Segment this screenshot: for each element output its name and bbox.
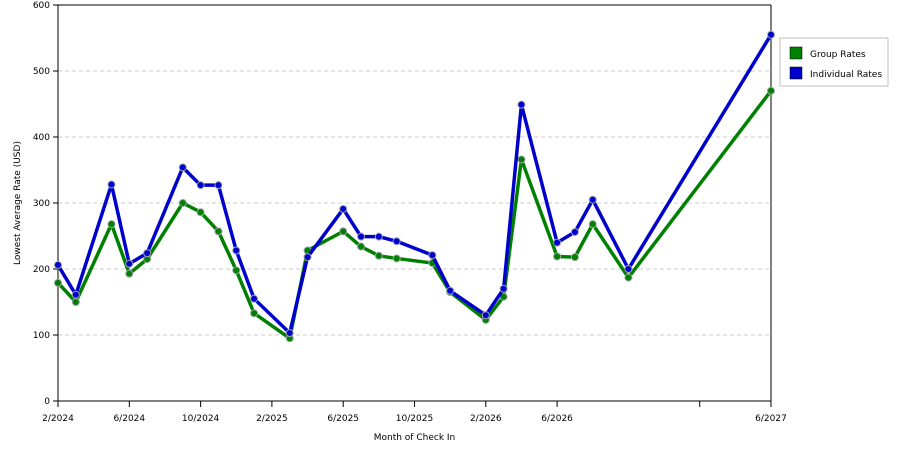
data-point xyxy=(107,180,116,189)
data-point xyxy=(499,284,508,293)
data-point xyxy=(125,259,134,268)
legend-label-individual-rates: Individual Rates xyxy=(810,70,882,80)
x-axis: 2/2024 6/2024 10/2024 2/2025 6/2025 10/2025 2/… xyxy=(42,401,787,424)
data-point xyxy=(196,208,205,217)
data-point xyxy=(588,220,597,229)
data-point xyxy=(392,254,401,263)
y-tick-label: 500 xyxy=(33,67,50,77)
series-line xyxy=(56,33,773,335)
y-tick-label: 0 xyxy=(44,397,50,407)
x-axis-title: Month of Check In xyxy=(374,433,456,443)
data-point xyxy=(481,311,490,320)
grid-lines xyxy=(58,70,771,336)
data-point xyxy=(767,30,775,39)
data-point xyxy=(392,237,401,246)
x-tick-label: 6/2027 xyxy=(755,414,787,424)
data-point xyxy=(125,269,134,278)
y-tick-label: 600 xyxy=(33,1,50,11)
data-point xyxy=(767,86,775,95)
data-point xyxy=(588,195,597,204)
data-point xyxy=(107,220,116,229)
legend-label-group-rates: Group Rates xyxy=(810,50,866,60)
data-point xyxy=(250,294,259,303)
y-tick-label: 400 xyxy=(33,133,50,143)
data-point xyxy=(374,232,383,241)
data-point xyxy=(553,252,562,261)
x-tick-label: 10/2024 xyxy=(182,414,220,424)
x-tick-label: 2/2026 xyxy=(470,414,502,424)
data-point xyxy=(517,155,526,164)
data-point xyxy=(214,181,223,190)
y-tick-label: 100 xyxy=(33,331,50,341)
data-point xyxy=(357,232,366,241)
data-point xyxy=(357,242,366,251)
data-point xyxy=(250,309,259,318)
data-point xyxy=(178,163,187,172)
series-layer xyxy=(54,30,775,343)
data-point xyxy=(285,329,294,338)
y-tick-label: 200 xyxy=(33,265,50,275)
series-individual-rates xyxy=(54,30,775,338)
x-tick-label: 2/2024 xyxy=(42,414,74,424)
x-tick-label: 6/2026 xyxy=(541,414,573,424)
data-point xyxy=(570,253,579,262)
data-point xyxy=(624,273,633,282)
x-tick-label: 6/2025 xyxy=(327,414,359,424)
x-tick-label: 10/2025 xyxy=(396,414,433,424)
data-point xyxy=(54,261,62,270)
data-point xyxy=(374,251,383,260)
legend-swatch-individual-rates xyxy=(789,66,803,80)
data-point xyxy=(71,290,80,299)
data-point xyxy=(54,278,62,287)
legend: Group Rates Individual Rates xyxy=(779,37,889,87)
data-point xyxy=(303,253,312,262)
data-point xyxy=(196,181,205,190)
y-axis: 0 100 200 300 400 500 600 xyxy=(33,1,58,407)
data-point xyxy=(232,246,241,255)
y-tick-label: 300 xyxy=(33,199,50,209)
data-point xyxy=(624,265,633,273)
data-point xyxy=(553,238,562,247)
data-point xyxy=(570,228,579,237)
data-point xyxy=(178,199,187,207)
data-point xyxy=(214,227,223,236)
x-tick-label: 6/2024 xyxy=(113,414,145,424)
x-tick-label: 2/2025 xyxy=(256,414,288,424)
data-point xyxy=(143,249,152,258)
legend-swatch-group-rates xyxy=(789,46,803,60)
data-point xyxy=(339,204,348,213)
data-point xyxy=(232,266,241,275)
data-point xyxy=(339,227,348,236)
data-point xyxy=(517,100,526,109)
data-point xyxy=(446,286,455,295)
data-point xyxy=(71,298,80,306)
y-axis-title: Lowest Average Rate (USD) xyxy=(13,141,23,265)
data-point xyxy=(428,251,437,260)
series-line xyxy=(56,89,773,341)
